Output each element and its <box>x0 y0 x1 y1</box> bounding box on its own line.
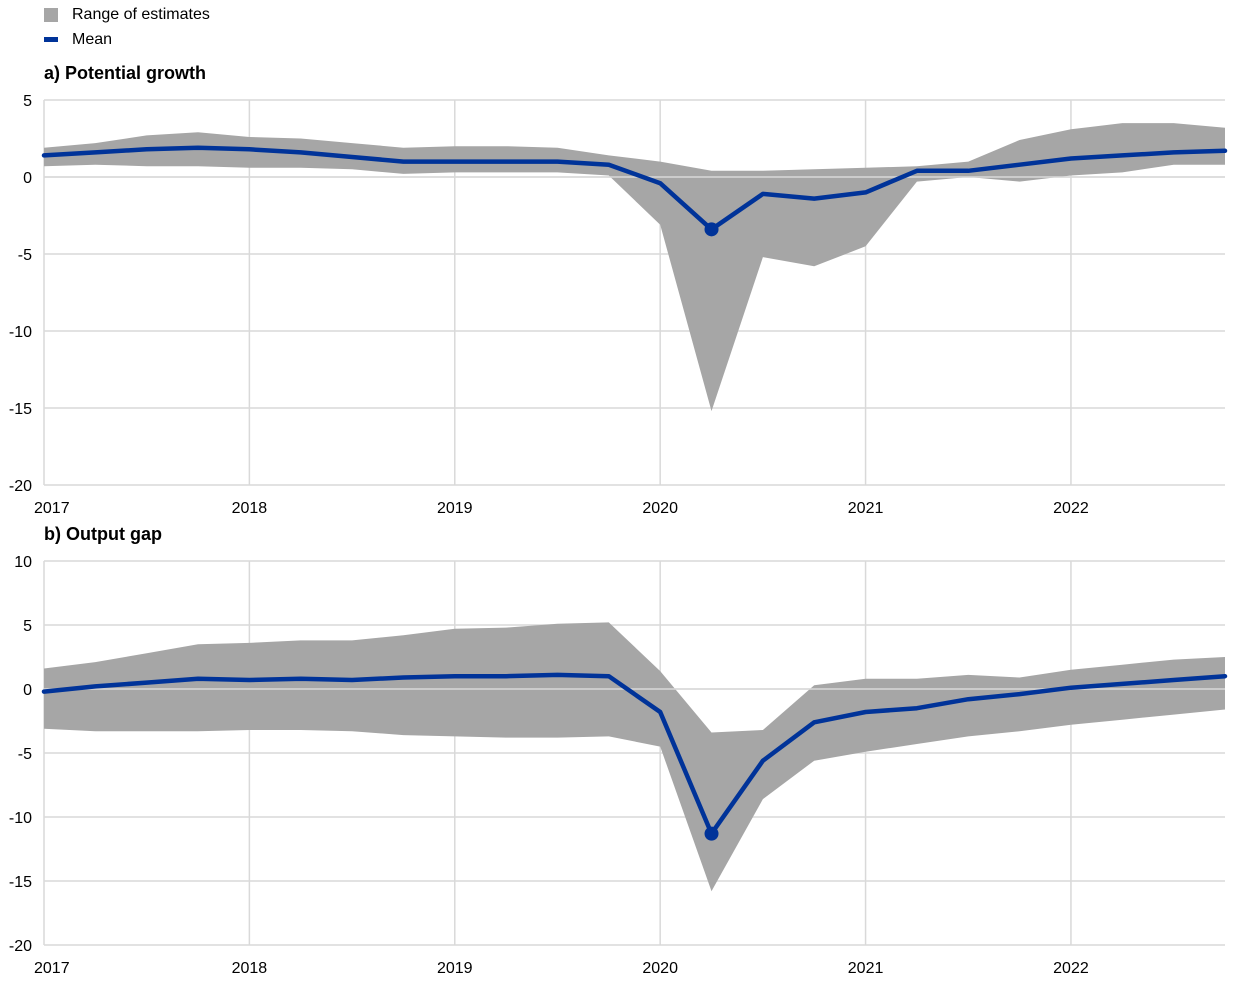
legend-item-mean: Mean <box>44 27 210 52</box>
potential-growth-ytick-label: -20 <box>9 478 32 495</box>
potential-growth-xtick-label: 2019 <box>437 500 473 517</box>
output-gap-mean-trough-point <box>704 826 719 841</box>
legend-label-range: Range of estimates <box>72 5 210 23</box>
output-gap-ytick-label: -10 <box>9 810 32 827</box>
potential-growth-xtick-label: 2022 <box>1053 500 1089 517</box>
potential-growth-ytick-label: 0 <box>23 170 32 187</box>
output-gap-ytick-label: -5 <box>18 746 32 763</box>
output-gap-ytick-label: 10 <box>14 554 32 571</box>
legend-label-mean: Mean <box>72 30 113 48</box>
potential-growth-xtick-label: 2017 <box>34 500 70 517</box>
legend-swatch-range <box>44 7 58 22</box>
panel-title-potential-growth: a) Potential growth <box>44 63 206 83</box>
potential-growth-ytick-label: 5 <box>23 93 32 110</box>
legend: Range of estimates Mean <box>44 2 210 52</box>
output-gap-xtick-label: 2017 <box>34 960 70 977</box>
panel-title-output-gap: b) Output gap <box>44 524 162 544</box>
output-gap-range-band <box>44 622 1225 892</box>
potential-growth-ytick-label: -15 <box>9 401 32 418</box>
output-gap-xtick-label: 2018 <box>232 960 268 977</box>
output-gap-ytick-label: 0 <box>23 682 32 699</box>
output-gap-xtick-label: 2021 <box>848 960 884 977</box>
legend-swatch-mean <box>44 37 58 42</box>
output-gap-xtick-label: 2020 <box>642 960 678 977</box>
potential-growth-ytick-label: -10 <box>9 324 32 341</box>
potential-growth-range-band <box>44 123 1225 412</box>
potential-growth-xtick-label: 2020 <box>642 500 678 517</box>
potential-growth-ytick-label: -5 <box>18 247 32 264</box>
output-gap-ytick-label: -20 <box>9 938 32 955</box>
potential-growth-xtick-label: 2018 <box>232 500 268 517</box>
potential-growth-mean-trough-point <box>704 222 719 237</box>
output-gap-xtick-label: 2022 <box>1053 960 1089 977</box>
output-gap-xtick-label: 2019 <box>437 960 473 977</box>
output-gap-mean-line <box>41 672 1228 836</box>
legend-item-range: Range of estimates <box>44 2 210 27</box>
output-gap-ytick-label: 5 <box>23 618 32 635</box>
potential-growth-xtick-label: 2021 <box>848 500 884 517</box>
output-gap-ytick-label: -15 <box>9 874 32 891</box>
potential-growth-mean-line <box>41 145 1228 232</box>
